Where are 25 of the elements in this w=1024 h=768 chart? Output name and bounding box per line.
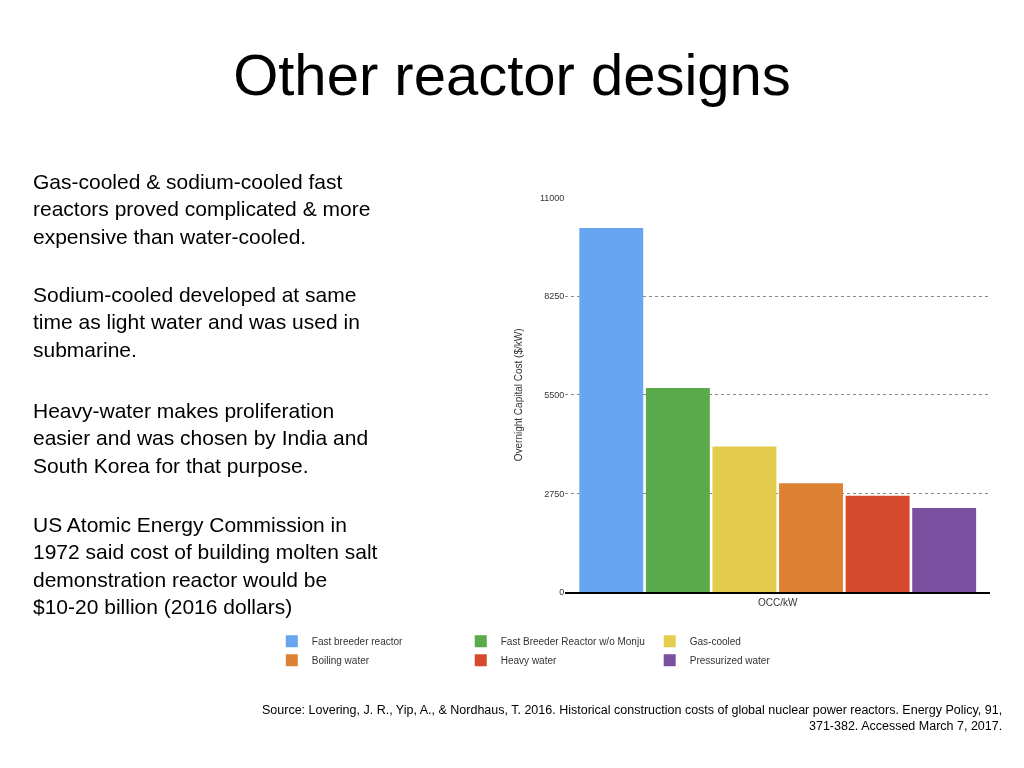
bar [645,388,710,593]
legend-label: Fast Breeder Reactor w/o Monju [500,636,645,648]
text: Gas-cooled & sodium-cooled fast reactors proved complicated & more expensive than water-cooled. [33,170,371,248]
y-tick-label: 5500 [544,390,565,401]
bar [712,446,777,593]
bar [579,227,644,593]
legend-label: Pressurized water [689,655,771,667]
text: US Atomic Energy Commission in 1972 said cost of building molten salt demonstration reactor would be $10-20 billion (2016 dollars) [33,513,378,618]
bar [779,483,843,593]
x-tick-label: OCC/kW [758,597,798,608]
y-tick-label: 8250 [544,291,565,302]
legend-label: Boiling water [311,655,370,667]
legend-label: Fast breeder reactor [311,636,404,648]
y-tick-label: 11000 [539,192,565,203]
chart-title: Other reactor designs [233,42,791,108]
source-note: Source: Lovering, J. R., Yip, A., & Nordhaus, T. 2016. Historical construction costs of global nuclear power reactors. Energy Policy, 91, 371-382. Accessed March 7, 2017. [262,703,1003,734]
y-tick-label: 2750 [544,488,565,499]
bar [845,495,910,593]
bar [912,507,977,593]
text: Heavy-water makes proliferation easier and was chosen by India and South Korea for that purpose. [33,399,369,477]
y-tick-label: 0 [559,587,565,598]
legend-label: Gas-cooled [689,636,741,648]
y-axis-title: Overnight Capital Cost ($/kW) [512,328,524,462]
text: Sodium-cooled developed at same time as light water and was used in submarine. [33,283,360,361]
legend-label: Heavy water [500,655,557,667]
